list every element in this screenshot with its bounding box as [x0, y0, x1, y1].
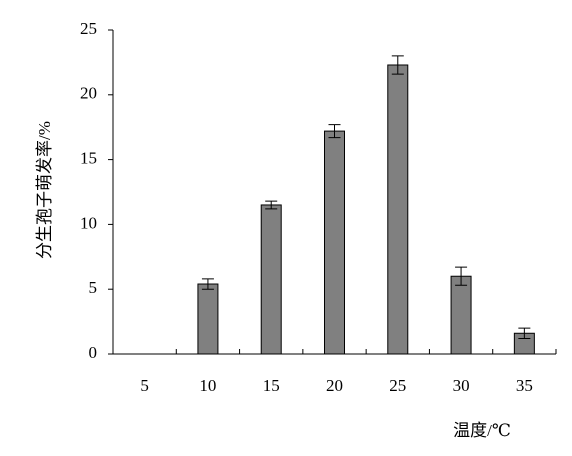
bar	[324, 130, 345, 355]
error-bar	[518, 327, 531, 339]
bar	[387, 64, 409, 355]
error-bar	[265, 200, 278, 210]
y-tick-label: 10	[80, 213, 97, 232]
x-tick-label: 10	[199, 376, 216, 395]
bar	[450, 275, 472, 355]
y-tick-label: 5	[89, 278, 98, 297]
y-tick-label: 0	[89, 343, 98, 362]
y-tick-label: 15	[80, 149, 97, 168]
x-tick-label: 25	[389, 376, 406, 395]
x-tick-label: 20	[326, 376, 343, 395]
error-bar	[201, 278, 214, 290]
y-tick-label: 20	[80, 84, 97, 103]
x-tick-label: 5	[140, 376, 149, 395]
x-tick-label: 30	[453, 376, 470, 395]
x-tick-label: 15	[263, 376, 280, 395]
bar	[197, 283, 219, 355]
y-tick-label: 25	[80, 19, 97, 38]
error-bar	[455, 266, 468, 286]
error-bar	[391, 55, 404, 75]
x-axis-label: 温度/℃	[453, 421, 511, 440]
y-axis-label: 分生孢子萌发率/%	[35, 121, 54, 259]
x-tick-label: 35	[516, 376, 533, 395]
bar	[260, 204, 282, 355]
error-bar	[328, 124, 341, 139]
